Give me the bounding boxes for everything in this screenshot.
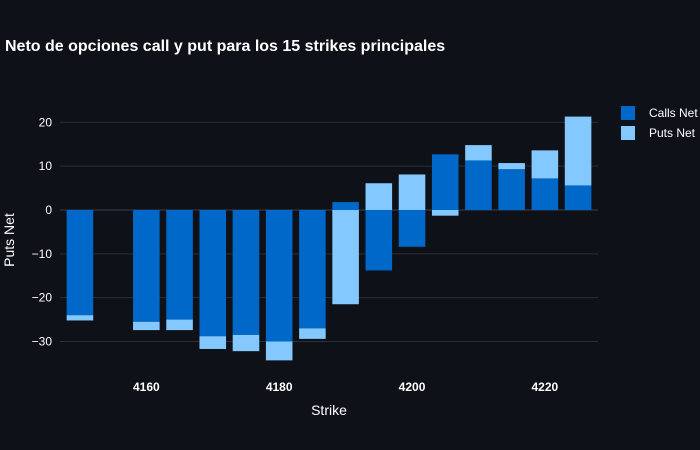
puts-net-bar[interactable] xyxy=(232,334,260,352)
x-tick-label: 4180 xyxy=(266,380,293,394)
puts-net-bar[interactable] xyxy=(66,315,94,321)
calls-net-bar[interactable] xyxy=(199,209,227,337)
bar-layer xyxy=(66,116,592,361)
puts-net-bar[interactable] xyxy=(299,328,326,339)
calls-net-bar[interactable] xyxy=(133,209,160,322)
chart-title: Neto de opciones call y put para los 15 … xyxy=(5,38,445,55)
puts-net-bar[interactable] xyxy=(166,319,193,331)
calls-net-bar[interactable] xyxy=(564,185,592,210)
puts-net-bar[interactable] xyxy=(498,163,525,170)
puts-net-bar[interactable] xyxy=(365,183,393,210)
calls-net-bar[interactable] xyxy=(265,209,293,342)
y-tick-label: 20 xyxy=(39,115,53,129)
x-tick-labels: 4160 4180 4200 4220 xyxy=(133,380,559,394)
y-tick-labels: 20 10 0 −10 −20 −30 xyxy=(32,115,53,348)
legend-swatch xyxy=(621,126,635,140)
x-axis-title: Strike xyxy=(311,402,347,418)
calls-net-bar[interactable] xyxy=(431,154,459,210)
puts-net-bar[interactable] xyxy=(332,209,359,305)
puts-net-bar[interactable] xyxy=(398,174,426,210)
puts-net-bar[interactable] xyxy=(199,336,227,349)
y-tick-label: 0 xyxy=(45,203,52,217)
y-tick-label: −30 xyxy=(32,335,53,349)
calls-net-bar[interactable] xyxy=(332,202,359,210)
legend-label[interactable]: Calls Net xyxy=(649,106,698,120)
puts-net-bar[interactable] xyxy=(431,209,459,216)
calls-net-bar[interactable] xyxy=(299,209,326,329)
puts-net-bar[interactable] xyxy=(465,145,492,161)
x-tick-label: 4220 xyxy=(532,380,559,394)
puts-net-bar[interactable] xyxy=(265,341,293,361)
calls-net-bar[interactable] xyxy=(365,209,393,271)
calls-net-bar[interactable] xyxy=(465,160,492,210)
y-tick-label: 10 xyxy=(39,159,53,173)
calls-net-bar[interactable] xyxy=(498,169,525,210)
legend-label[interactable]: Puts Net xyxy=(649,126,696,140)
legend-swatch xyxy=(621,106,635,120)
calls-net-bar[interactable] xyxy=(531,178,559,210)
y-axis-title: Puts Net xyxy=(1,213,17,267)
calls-net-bar[interactable] xyxy=(232,209,260,335)
x-tick-label: 4200 xyxy=(399,380,426,394)
calls-net-bar[interactable] xyxy=(166,209,193,320)
y-tick-label: −10 xyxy=(32,247,53,261)
puts-net-bar[interactable] xyxy=(564,116,592,186)
calls-net-bar[interactable] xyxy=(398,209,426,247)
x-tick-label: 4160 xyxy=(133,380,160,394)
puts-net-bar[interactable] xyxy=(133,321,160,331)
puts-net-bar[interactable] xyxy=(531,150,559,179)
calls-net-bar[interactable] xyxy=(66,209,94,316)
legend: Calls Net Puts Net xyxy=(621,106,698,140)
y-tick-label: −20 xyxy=(32,291,53,305)
